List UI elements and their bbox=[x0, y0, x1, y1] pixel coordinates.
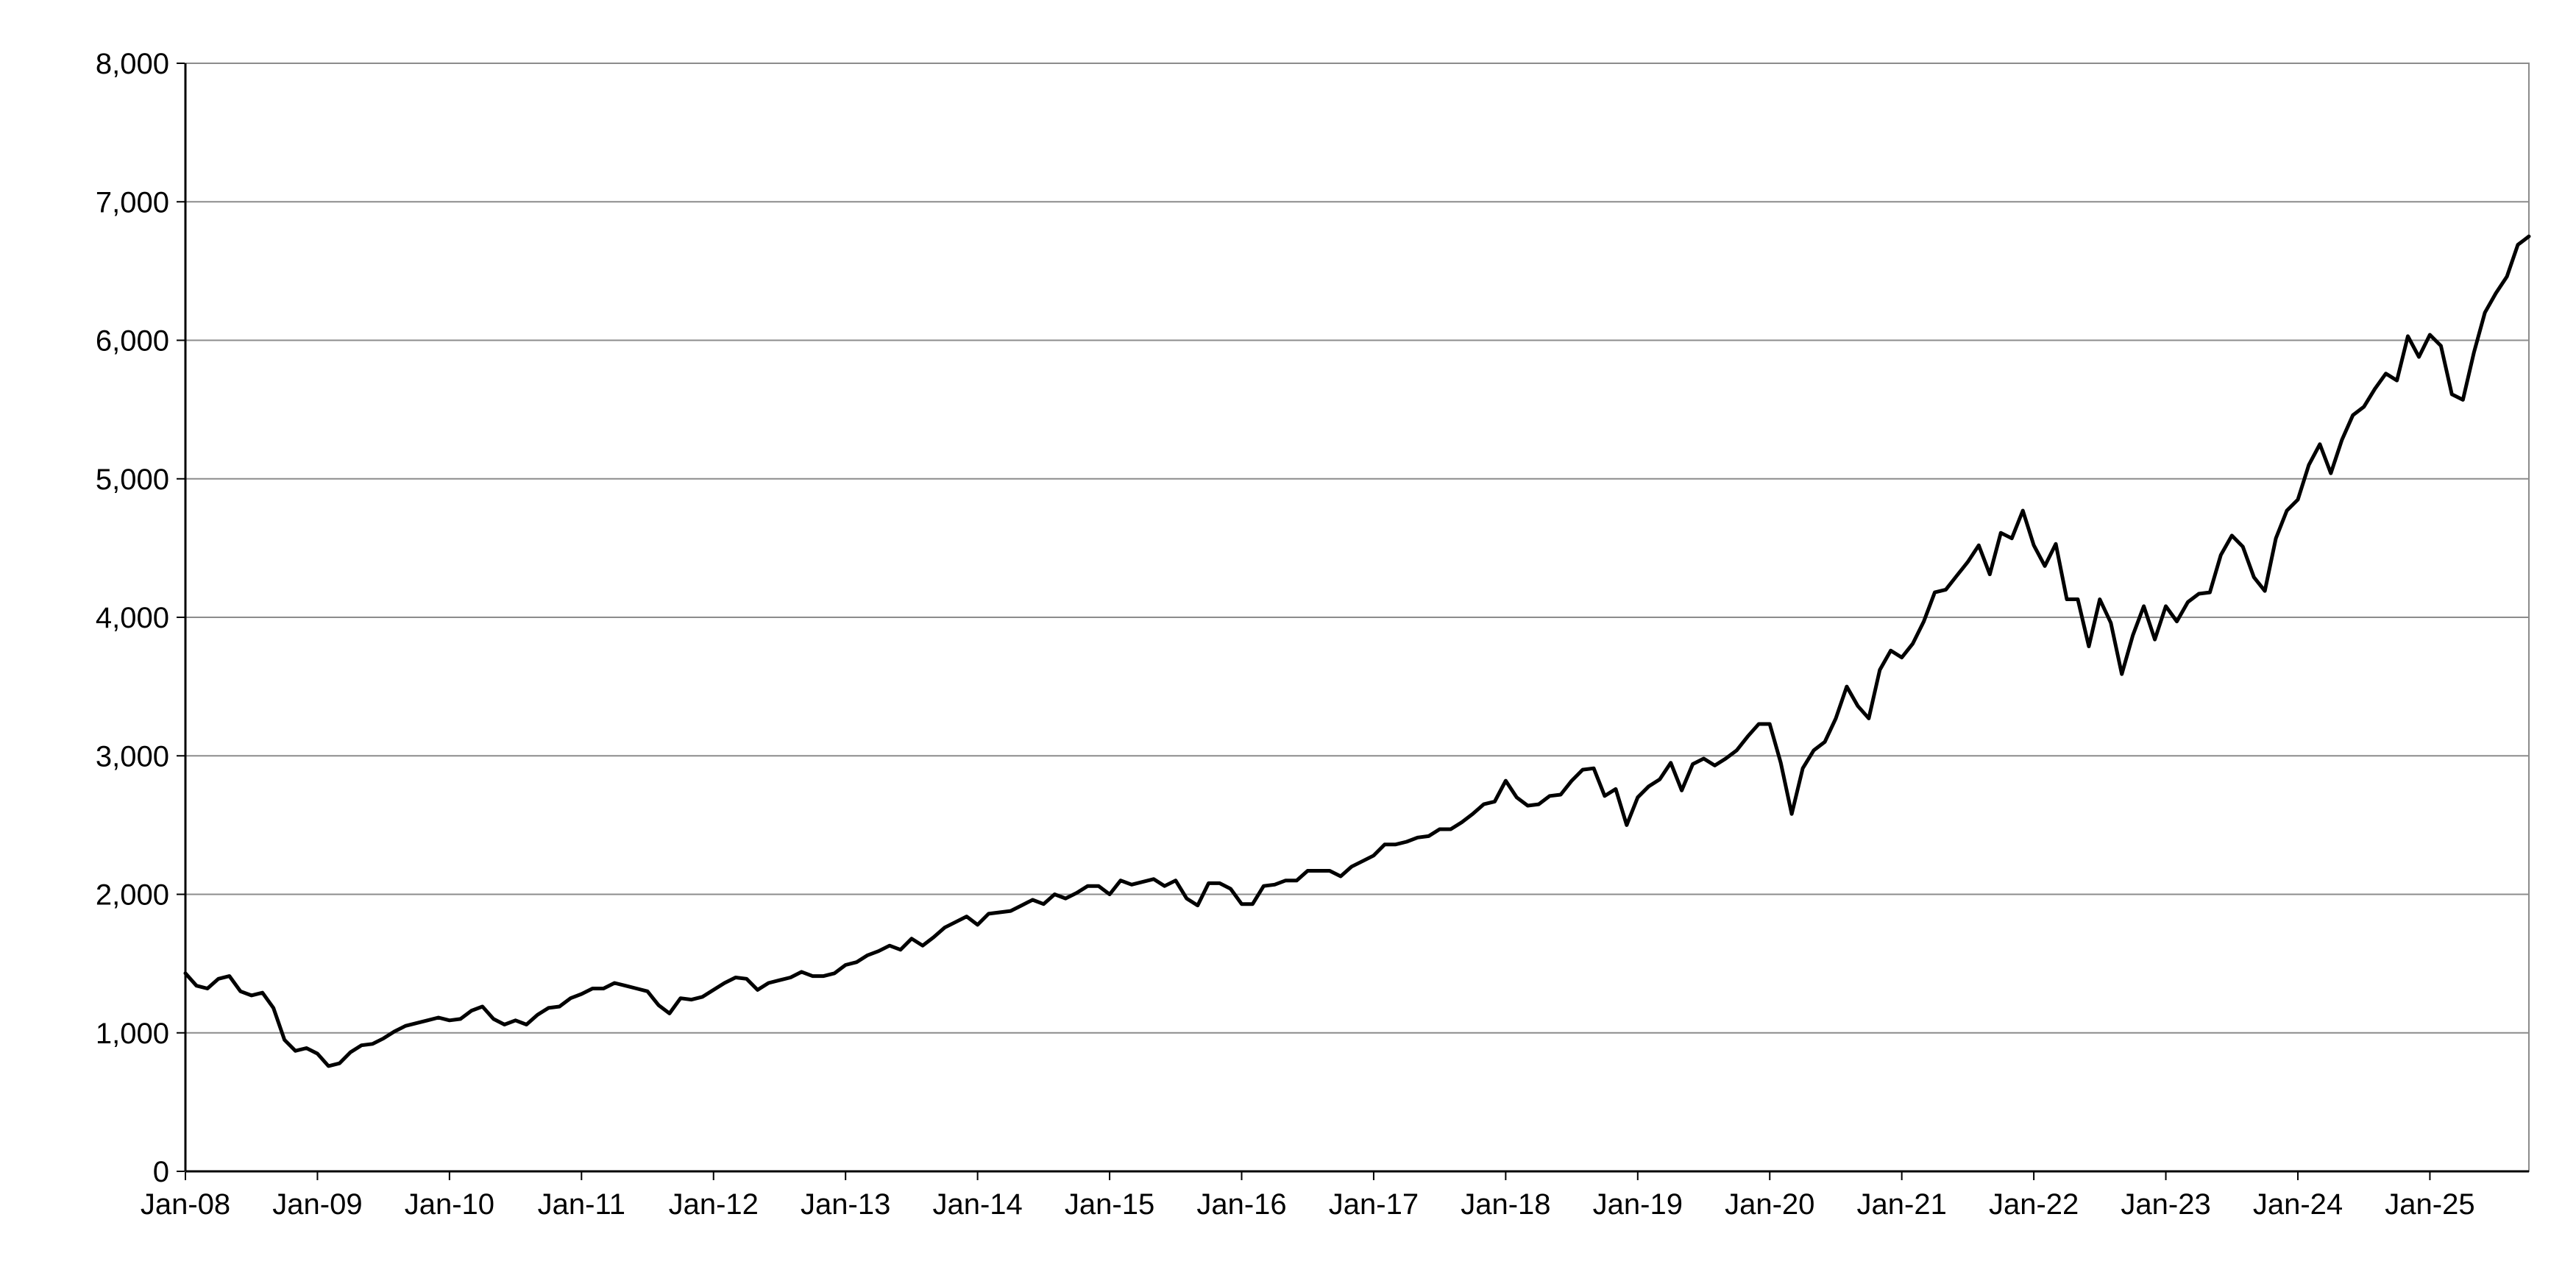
x-tick-label: Jan-12 bbox=[669, 1188, 759, 1221]
x-tick-label: Jan-23 bbox=[2121, 1188, 2210, 1221]
x-tick-label: Jan-16 bbox=[1196, 1188, 1286, 1221]
y-tick-label: 5,000 bbox=[96, 464, 169, 496]
x-tick-label: Jan-14 bbox=[932, 1188, 1022, 1221]
y-tick-label: 2,000 bbox=[96, 879, 169, 912]
x-tick-label: Jan-18 bbox=[1461, 1188, 1550, 1221]
y-tick-label: 0 bbox=[153, 1156, 169, 1188]
x-tick-label: Jan-21 bbox=[1857, 1188, 1947, 1221]
gridlines bbox=[185, 63, 2529, 1034]
x-tick-label: Jan-11 bbox=[538, 1188, 625, 1221]
x-tick-label: Jan-10 bbox=[405, 1188, 494, 1221]
y-tick-label: 3,000 bbox=[96, 740, 169, 773]
y-tick-label: 4,000 bbox=[96, 602, 169, 634]
x-tick-label: Jan-08 bbox=[141, 1188, 230, 1221]
x-tick-label: Jan-20 bbox=[1725, 1188, 1814, 1221]
x-tick-label: Jan-24 bbox=[2253, 1188, 2343, 1221]
y-axis-tick-labels: 0 1,000 2,000 3,000 4,000 5,000 6,000 7,000 8,00… bbox=[96, 48, 169, 1188]
x-tick-label: Jan-25 bbox=[2385, 1188, 2474, 1221]
series-layer bbox=[183, 234, 2531, 1068]
x-tick-label: Jan-09 bbox=[272, 1188, 362, 1221]
x-tick-label: Jan-19 bbox=[1593, 1188, 1683, 1221]
y-tick-label: 7,000 bbox=[96, 186, 169, 219]
y-tick-label: 6,000 bbox=[96, 325, 169, 358]
x-tick-label: Jan-17 bbox=[1329, 1188, 1419, 1221]
x-tick-label: Jan-15 bbox=[1065, 1188, 1154, 1221]
series-line bbox=[183, 234, 2531, 1068]
x-axis-tick-labels: Jan-08 Jan-09 Jan-10 Jan-11 Jan-12 Jan-13 Jan-… bbox=[141, 1188, 2475, 1221]
y-tick-label: 8,000 bbox=[96, 48, 169, 80]
axes bbox=[177, 63, 2530, 1180]
x-tick-label: Jan-22 bbox=[1989, 1188, 2079, 1221]
x-tick-label: Jan-13 bbox=[801, 1188, 890, 1221]
y-tick-label: 1,000 bbox=[96, 1018, 169, 1050]
